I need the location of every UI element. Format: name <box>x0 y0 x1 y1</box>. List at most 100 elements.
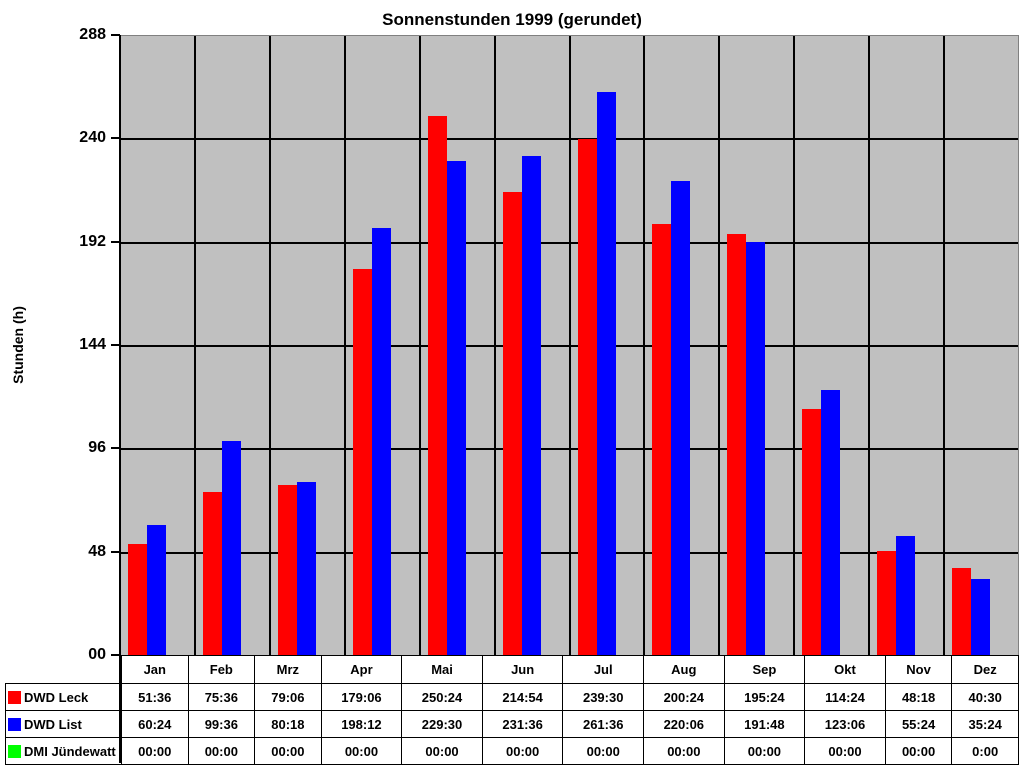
category-label: Dez <box>951 655 1019 684</box>
category-label: Apr <box>320 655 403 684</box>
table-cell: 00:00 <box>884 737 953 765</box>
table-cell: 00:00 <box>723 737 806 765</box>
bar-dwd-leck-mai <box>427 115 447 655</box>
legend-swatch-icon <box>8 744 21 758</box>
y-tick-mark <box>111 550 120 553</box>
table-cell: 198:12 <box>320 710 403 738</box>
table-cell: 00:00 <box>320 737 403 765</box>
table-cell: 99:36 <box>187 710 256 738</box>
bar-dwd-list-sep <box>746 242 766 655</box>
legend-entry: DWD Leck <box>5 683 122 711</box>
v-gridline <box>868 36 871 655</box>
bar-dwd-list-okt <box>821 390 841 655</box>
v-gridline <box>343 36 346 655</box>
legend-entry: DWD List <box>5 710 122 738</box>
table-cell: 261:36 <box>562 710 645 738</box>
bar-dwd-list-apr <box>371 228 391 655</box>
bar-dwd-leck-jan <box>128 543 147 655</box>
y-tick-mark <box>111 240 120 243</box>
y-tick-label: 288 <box>79 26 106 43</box>
table-cell: 0:00 <box>951 737 1019 765</box>
v-gridline <box>193 36 196 655</box>
bar-dwd-leck-dez <box>952 567 972 655</box>
table-cell: 00:00 <box>121 737 189 765</box>
category-label: Sep <box>723 655 806 684</box>
category-label: Mai <box>401 655 483 684</box>
table-cell: 239:30 <box>562 683 645 711</box>
table-cell: 00:00 <box>562 737 645 765</box>
y-tick-label: 48 <box>88 542 106 560</box>
table-cell: 60:24 <box>121 710 189 738</box>
category-label: Mrz <box>254 655 322 684</box>
bar-dwd-leck-jul <box>577 139 597 655</box>
table-cell: 40:30 <box>951 683 1019 711</box>
legend-entry: DMI Jündewatt <box>5 737 122 765</box>
bar-dwd-list-mrz <box>296 482 316 655</box>
table-cell: 00:00 <box>187 737 256 765</box>
legend-label: DMI Jündewatt <box>24 743 116 759</box>
legend-swatch-icon <box>8 690 21 704</box>
legend-swatch-icon <box>8 717 21 731</box>
y-tick-label: 192 <box>79 232 106 250</box>
y-axis-line <box>119 35 121 763</box>
v-gridline <box>568 36 571 655</box>
y-tick-mark <box>111 654 120 656</box>
bar-dwd-list-jun <box>521 156 541 655</box>
bar-dwd-leck-nov <box>877 551 897 655</box>
table-cell: 220:06 <box>643 710 725 738</box>
chart-title: Sonnenstunden 1999 (gerundet) <box>382 10 642 29</box>
table-header-row: Jan Feb Mrz Apr Mai Jun Jul Aug Sep Okt Nov Dez <box>5 655 1019 684</box>
table-cell: 48:18 <box>884 683 953 711</box>
y-axis-label: Stunden (h) <box>10 306 26 384</box>
bar-dwd-leck-feb <box>202 492 222 655</box>
table-cell: 00:00 <box>254 737 322 765</box>
category-label: Jun <box>481 655 564 684</box>
bar-dwd-list-feb <box>221 440 241 655</box>
table-cell: 229:30 <box>401 710 483 738</box>
table-cell: 55:24 <box>884 710 953 738</box>
category-label: Aug <box>643 655 725 684</box>
table-cell: 250:24 <box>401 683 483 711</box>
table-cell: 00:00 <box>401 737 483 765</box>
v-gridline <box>718 36 721 655</box>
y-tick-label: 96 <box>88 439 106 457</box>
legend-label: DWD List <box>24 716 82 732</box>
bar-dwd-leck-sep <box>727 234 747 655</box>
y-tick-mark <box>111 137 120 140</box>
v-gridline <box>793 36 796 655</box>
v-gridline <box>943 36 946 655</box>
table-corner <box>5 655 122 684</box>
v-gridline <box>418 36 421 655</box>
table-cell: 191:48 <box>723 710 806 738</box>
bar-dwd-list-jan <box>147 524 166 655</box>
table-cell: 75:36 <box>187 683 256 711</box>
v-gridline <box>493 36 496 655</box>
table-cell: 200:24 <box>643 683 725 711</box>
bar-dwd-leck-apr <box>352 269 372 655</box>
y-tick-label: 240 <box>79 129 106 147</box>
category-label: Jan <box>121 655 189 684</box>
y-tick-mark <box>111 344 120 346</box>
table-cell: 179:06 <box>320 683 403 711</box>
bar-dwd-list-mai <box>446 160 466 655</box>
y-tick-mark <box>111 447 120 450</box>
table-row: DWD Leck 51:36 75:36 79:06 179:06 250:24 214:5… <box>5 683 1019 711</box>
table-cell: 00:00 <box>643 737 725 765</box>
category-label: Jul <box>562 655 645 684</box>
table-cell: 00:00 <box>481 737 564 765</box>
bar-dwd-list-nov <box>896 535 916 655</box>
v-gridline <box>268 36 271 655</box>
y-tick-label: 144 <box>79 336 106 353</box>
table-cell: 114:24 <box>804 683 886 711</box>
table-cell: 79:06 <box>254 683 322 711</box>
bar-dwd-leck-okt <box>802 408 822 655</box>
table-row: DMI Jündewatt 00:00 00:00 00:00 00:00 00:00 00… <box>5 737 1019 765</box>
table-cell: 35:24 <box>951 710 1019 738</box>
table-row: DWD List 60:24 99:36 80:18 198:12 229:30 231:3… <box>5 710 1019 738</box>
plot-area <box>120 35 1019 655</box>
data-table: Jan Feb Mrz Apr Mai Jun Jul Aug Sep Okt Nov Dez DWD… <box>5 655 1019 765</box>
bar-dwd-leck-jun <box>502 192 522 655</box>
category-label: Okt <box>804 655 886 684</box>
bar-dwd-list-jul <box>596 91 616 655</box>
table-cell: 123:06 <box>804 710 886 738</box>
